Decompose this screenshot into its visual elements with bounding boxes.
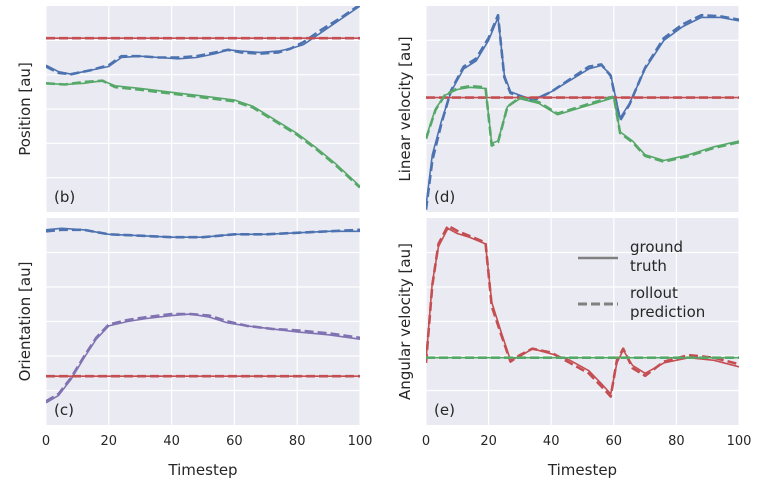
y-axis-label: Orientation [au] [16, 262, 34, 382]
panel-tag: (d) [434, 188, 455, 206]
x-tick-label: 100 [727, 434, 752, 449]
legend-label: rollout [630, 284, 678, 302]
panel-c: (c) Orientation [au] 0 20 40 60 80 100 Timestep [16, 218, 372, 479]
series-2-prediction [46, 79, 360, 189]
x-tick-label: 100 [348, 434, 373, 449]
x-tick-label: 80 [668, 434, 685, 449]
y-axis-label: Angular velocity [au] [396, 243, 414, 400]
panel-b: (b) Position [au] [16, 6, 361, 212]
x-tick-label: 60 [606, 434, 623, 449]
series-0-prediction [426, 13, 739, 210]
series-2-prediction [426, 84, 739, 163]
x-tick-label: 40 [543, 434, 560, 449]
series-0-ground-truth [46, 6, 360, 75]
x-tick-label: 20 [480, 434, 497, 449]
legend-label: ground [630, 238, 683, 256]
x-tick-label: 60 [226, 434, 243, 449]
x-axis-label: Timestep [167, 461, 237, 479]
x-tick-label: 20 [101, 434, 118, 449]
series-0-ground-truth [426, 227, 739, 395]
y-axis-label: Linear velocity [au] [396, 36, 414, 181]
series-0-prediction [46, 6, 360, 76]
series-1-prediction [46, 312, 360, 403]
y-axis-label: Position [au] [16, 62, 34, 156]
panel-tag: (b) [54, 188, 75, 206]
x-tick-label: 80 [289, 434, 306, 449]
series-0-prediction [426, 224, 739, 398]
series-0-prediction [46, 228, 360, 239]
legend-label: prediction [630, 303, 705, 321]
panel-tag: (e) [434, 401, 455, 419]
legend-label: truth [630, 257, 667, 275]
x-tick-label: 40 [163, 434, 180, 449]
x-tick-label: 0 [42, 434, 50, 449]
panel-tag: (c) [54, 401, 74, 419]
panel-e: (e) Angular velocity [au] 0 20 40 60 80 100 Time… [396, 218, 751, 479]
panel-d: (d) Linear velocity [au] [396, 6, 740, 212]
x-axis-label: Timestep [547, 461, 617, 479]
x-tick-label: 0 [422, 434, 430, 449]
